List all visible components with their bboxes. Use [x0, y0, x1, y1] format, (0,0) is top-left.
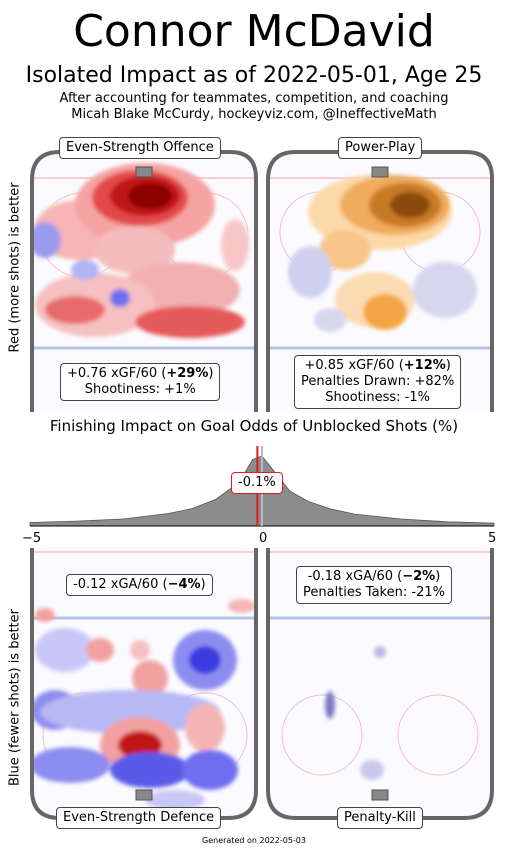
es-offence-boards [30, 150, 258, 412]
chart-title: Finishing Impact on Goal Odds of Unblock… [49, 417, 459, 435]
penalty-kill-stats: -0.18 xGA/60 (−2%) Penalties Taken: -21% [296, 566, 452, 604]
es-defence-stats: -0.12 xGA/60 (−4%) [66, 574, 213, 596]
es-offence-stats: +0.76 xGF/60 (+29%) Shootiness: +1% [60, 363, 221, 401]
page-subtitle: Isolated Impact as of 2022-05-01, Age 25 [25, 63, 483, 88]
penalty-kill-label: Penalty-Kill [337, 807, 423, 829]
x-tick-min: −5 [22, 531, 42, 546]
x-tick-max: 5 [488, 531, 497, 546]
power-play-stats: +0.85 xGF/60 (+12%) Penalties Drawn: +82… [294, 355, 462, 409]
generated-date: Generated on 2022-05-03 [202, 836, 306, 845]
es-offence-label: Even-Strength Offence [59, 137, 221, 159]
marker-value-label: -0.1% [231, 472, 283, 494]
author-credit: Micah Blake McCurdy, hockeyviz.com, @Ine… [71, 107, 437, 122]
page-title: Connor McDavid [73, 6, 435, 57]
power-play-label: Power-Play [338, 137, 423, 159]
es-defence-label: Even-Strength Defence [56, 807, 222, 829]
power-play-boards [266, 150, 494, 412]
x-tick-zero: 0 [259, 531, 268, 546]
methodology-note: After accounting for teammates, competit… [59, 91, 449, 106]
